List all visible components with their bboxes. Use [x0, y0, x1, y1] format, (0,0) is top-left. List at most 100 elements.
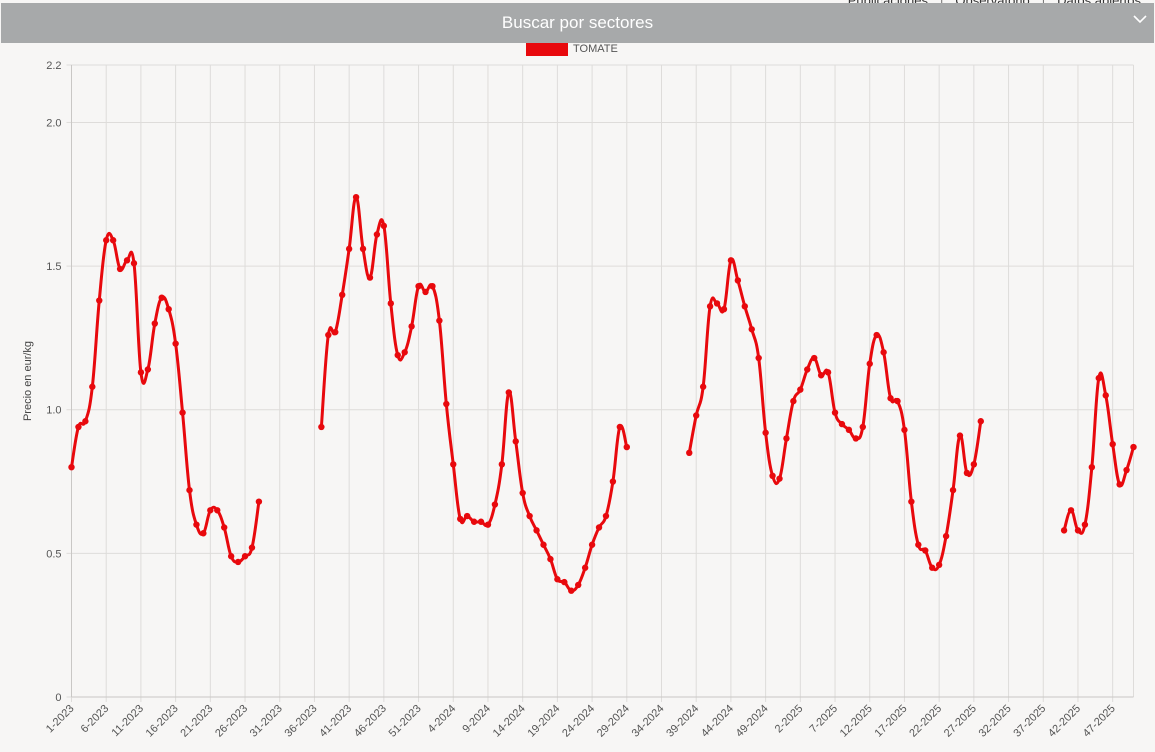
data-point[interactable]: [505, 389, 512, 396]
data-point[interactable]: [457, 515, 464, 523]
data-point[interactable]: [609, 478, 617, 485]
data-point[interactable]: [561, 578, 568, 586]
data-point[interactable]: [922, 547, 929, 554]
data-point[interactable]: [1102, 392, 1109, 399]
data-point[interactable]: [151, 320, 158, 327]
data-point[interactable]: [720, 305, 728, 313]
data-point[interactable]: [519, 489, 526, 497]
data-point[interactable]: [470, 518, 478, 525]
data-point[interactable]: [82, 418, 89, 425]
data-point[interactable]: [89, 383, 96, 390]
data-point[interactable]: [748, 326, 755, 333]
data-point[interactable]: [1109, 441, 1116, 448]
data-point[interactable]: [179, 409, 186, 416]
data-point[interactable]: [227, 553, 235, 560]
data-point[interactable]: [116, 265, 124, 273]
data-point[interactable]: [234, 558, 242, 566]
data-point[interactable]: [408, 323, 415, 330]
data-point[interactable]: [602, 512, 610, 520]
data-point[interactable]: [949, 486, 957, 494]
data-point[interactable]: [373, 231, 381, 238]
data-point[interactable]: [1095, 374, 1102, 382]
data-point[interactable]: [686, 449, 693, 457]
data-point[interactable]: [859, 423, 866, 431]
data-point[interactable]: [429, 283, 436, 290]
data-point[interactable]: [908, 498, 915, 505]
data-point[interactable]: [512, 438, 519, 445]
data-point[interactable]: [165, 305, 172, 313]
data-point[interactable]: [852, 435, 860, 442]
data-point[interactable]: [581, 564, 589, 571]
data-point[interactable]: [450, 461, 457, 468]
data-point[interactable]: [623, 443, 630, 451]
data-point[interactable]: [1060, 527, 1068, 534]
data-point[interactable]: [207, 507, 214, 514]
data-point[interactable]: [241, 553, 249, 560]
data-point[interactable]: [366, 274, 374, 281]
data-point[interactable]: [352, 193, 360, 201]
data-point[interactable]: [463, 512, 471, 520]
data-point[interactable]: [137, 369, 145, 376]
data-point[interactable]: [200, 530, 207, 537]
data-point[interactable]: [706, 303, 714, 310]
data-point[interactable]: [491, 501, 499, 508]
data-point[interactable]: [929, 564, 936, 571]
data-point[interactable]: [817, 372, 825, 379]
data-point[interactable]: [526, 512, 533, 520]
data-point[interactable]: [193, 521, 200, 528]
data-point[interactable]: [595, 524, 603, 531]
data-point[interactable]: [75, 423, 82, 431]
data-point[interactable]: [1130, 443, 1137, 451]
data-point[interactable]: [325, 331, 332, 339]
data-point[interactable]: [970, 461, 978, 468]
data-point[interactable]: [797, 386, 804, 393]
data-point[interactable]: [963, 469, 971, 477]
data-point[interactable]: [484, 521, 492, 528]
data-point[interactable]: [575, 581, 582, 589]
data-point[interactable]: [443, 400, 450, 408]
data-point[interactable]: [1116, 481, 1123, 488]
chevron-down-icon[interactable]: [1132, 11, 1148, 27]
data-point[interactable]: [734, 277, 742, 284]
sector-search-dropdown[interactable]: Buscar por sectores: [1, 3, 1154, 43]
data-point[interactable]: [221, 524, 228, 531]
data-point[interactable]: [866, 360, 873, 367]
data-point[interactable]: [831, 409, 839, 416]
data-point[interactable]: [776, 475, 783, 482]
data-point[interactable]: [158, 294, 165, 301]
data-point[interactable]: [540, 541, 547, 548]
data-point[interactable]: [332, 328, 339, 336]
data-point[interactable]: [699, 383, 707, 390]
data-point[interactable]: [804, 366, 811, 373]
data-point[interactable]: [1123, 466, 1130, 474]
data-point[interactable]: [68, 463, 75, 471]
data-point[interactable]: [144, 366, 152, 373]
data-point[interactable]: [824, 369, 832, 376]
data-point[interactable]: [248, 544, 256, 551]
data-point[interactable]: [255, 498, 263, 505]
data-point[interactable]: [880, 349, 887, 356]
data-point[interactable]: [1074, 527, 1082, 534]
data-point[interactable]: [1088, 463, 1096, 471]
data-point[interactable]: [568, 587, 575, 594]
chart-legend[interactable]: TOMATE: [526, 41, 618, 56]
data-point[interactable]: [977, 418, 984, 425]
data-point[interactable]: [588, 541, 596, 548]
data-point[interactable]: [1067, 507, 1075, 514]
data-point[interactable]: [436, 317, 443, 324]
data-point[interactable]: [873, 331, 880, 339]
data-point[interactable]: [790, 397, 797, 405]
data-point[interactable]: [762, 429, 769, 436]
data-point[interactable]: [845, 426, 853, 434]
data-point[interactable]: [956, 432, 964, 439]
data-point[interactable]: [477, 518, 485, 525]
data-point[interactable]: [741, 303, 748, 310]
data-point[interactable]: [935, 561, 943, 569]
data-point[interactable]: [693, 412, 700, 419]
data-point[interactable]: [838, 420, 846, 428]
data-point[interactable]: [318, 423, 325, 431]
data-point[interactable]: [915, 541, 922, 548]
data-point[interactable]: [186, 486, 193, 494]
data-point[interactable]: [109, 237, 117, 244]
data-point[interactable]: [172, 340, 179, 347]
